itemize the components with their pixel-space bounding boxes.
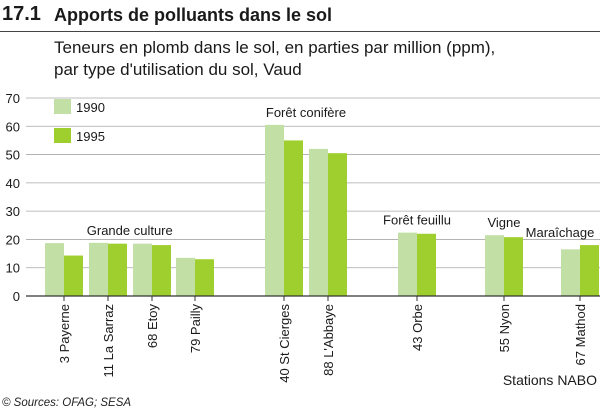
group-label-4: Vigne <box>487 215 520 230</box>
legend-swatch-1995 <box>54 128 71 143</box>
bar-1995-6 <box>328 153 347 296</box>
bar-1990-7 <box>398 232 417 296</box>
legend-label-1990: 1990 <box>76 100 105 115</box>
y-tick-label-70: 70 <box>6 91 20 106</box>
x-tick-label-8: 55 Nyon <box>497 304 512 352</box>
figure-number: 17.1 <box>2 3 41 25</box>
x-tick-label-3: 68 Etoy <box>145 304 160 349</box>
figure-title: Apports de polluants dans le sol <box>54 5 333 25</box>
chart-subtitle-line2: par type d'utilisation du sol, Vaud <box>54 60 302 79</box>
chart-subtitle-line1: Teneurs en plomb dans le sol, en parties… <box>54 38 496 57</box>
group-label-3: Forêt feuillu <box>383 213 451 228</box>
bar-1990-5 <box>265 124 284 296</box>
lead-soil-bar-chart: 0 10 20 30 40 50 60 70 3 Payerne 11 La Sarraz 68 E… <box>6 91 600 388</box>
bar-1995-9 <box>580 245 599 296</box>
x-tick-label-6: 88 L'Abbaye <box>321 304 336 376</box>
x-axis-title: Stations NABO <box>503 372 597 388</box>
group-label-5: Maraîchage <box>526 225 595 240</box>
bar-1990-2 <box>89 242 108 296</box>
bar-1995-5 <box>284 140 303 296</box>
bar-1995-8 <box>504 237 523 296</box>
x-tick-label-7: 43 Orbe <box>410 304 425 351</box>
bar-1995-2 <box>108 243 127 296</box>
source-note: © Sources: OFAG; SESA <box>2 397 132 409</box>
legend-label-1995: 1995 <box>76 129 105 144</box>
bar-1990-1 <box>45 243 64 296</box>
bar-1990-4 <box>176 257 195 296</box>
x-tick-label-2: 11 La Sarraz <box>101 304 116 377</box>
title-divider <box>0 31 600 32</box>
y-tick-label-30: 30 <box>6 204 20 219</box>
group-label-2: Forêt conifère <box>266 105 346 120</box>
bar-1990-6 <box>309 148 328 296</box>
y-tick-label-20: 20 <box>6 232 20 247</box>
bar-1995-7 <box>417 233 436 296</box>
x-tick-label-4: 79 Pailly <box>188 304 203 354</box>
y-tick-label-60: 60 <box>6 119 20 134</box>
y-tick-label-40: 40 <box>6 176 20 191</box>
x-tick-label-1: 3 Payerne <box>57 304 72 363</box>
legend-swatch-1990 <box>54 99 71 114</box>
x-tick-label-5: 40 St Cierges <box>277 304 292 383</box>
figure-title-row: 17.1 Apports de polluants dans le sol <box>0 3 600 31</box>
bar-1990-9 <box>561 249 580 296</box>
bar-1990-8 <box>485 235 504 296</box>
bar-1995-1 <box>64 255 83 296</box>
y-tick-label-0: 0 <box>13 289 20 304</box>
group-label-1: Grande culture <box>87 223 173 238</box>
bar-1995-4 <box>195 259 214 296</box>
x-tick-label-9: 67 Mathod <box>573 304 588 365</box>
bar-1990-3 <box>133 243 152 296</box>
y-tick-label-50: 50 <box>6 148 20 163</box>
bar-1995-3 <box>152 245 171 296</box>
y-tick-label-10: 10 <box>6 261 20 276</box>
